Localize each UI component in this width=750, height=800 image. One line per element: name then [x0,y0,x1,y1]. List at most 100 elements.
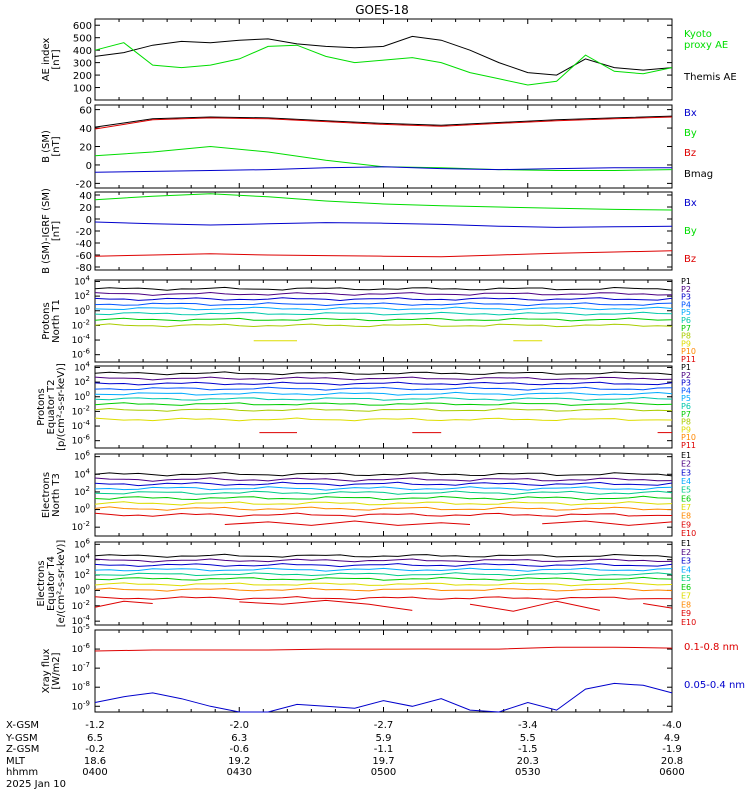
channel-legend-label: P10 [681,347,696,356]
channel-line [94,596,673,601]
y-axis-label: [p/(cm²-s-sr-keV)] [56,363,67,451]
y-tick-label: 200 [73,71,92,82]
channel-legend-label: P3 [681,293,691,302]
channel-legend-label: P3 [681,379,691,388]
y-tick-label: 10-2 [72,520,90,533]
channel-legend-label: P7 [681,410,691,419]
channel-legend-label: E4 [681,477,691,486]
y-tick-label: 10-2 [72,599,90,612]
y-tick-label: 106 [74,450,90,463]
channel-line [94,582,673,587]
ephemeris-value: 0430 [227,767,252,778]
y-axis-label: Electrons [41,472,52,518]
channel-line [94,486,673,491]
ephemeris-value: 19.2 [228,756,250,767]
series-line [94,116,673,130]
channel-legend-label: E3 [681,468,691,477]
ephemeris-row-label: MLT [6,756,26,767]
y-tick-label: -40 [76,239,92,250]
y-tick-label: 0 [86,161,92,172]
channel-legend-label: E10 [681,529,696,538]
y-axis-label: B (SM)-IGRF (SM) [41,188,52,274]
ephemeris-value: 0400 [82,767,107,778]
channel-line [94,567,673,572]
y-tick-exponent: 2 [86,375,90,383]
channel-line [94,396,673,401]
ephemeris-value: 20.3 [517,756,539,767]
channel-legend-label: P1 [681,363,691,372]
channel-line [94,572,673,577]
series-line [94,646,673,652]
series-legend-label: Kyoto [684,29,712,40]
y-tick-label: 10-4 [72,419,91,432]
y-axis-label: [nT] [51,49,62,69]
y-tick-label: 0 [86,96,92,107]
y-tick-label: 20 [79,203,92,214]
y-axis-label: Equator T2 [46,380,57,435]
ephemeris-value: 0530 [515,767,540,778]
channel-legend-label: P10 [681,433,696,442]
channel-legend-label: E2 [681,548,691,557]
ephemeris-row-label: Z-GSM [6,744,39,755]
y-tick-label: 400 [73,46,92,57]
channel-line [94,417,673,422]
y-tick-label: 100 [74,304,90,317]
y-tick-exponent: -5 [83,623,90,631]
channel-legend-label: E8 [681,600,691,609]
y-axis-label: [e/(cm²-s-sr-keV)] [56,540,67,628]
y-axis-label: Equator T4 [46,556,57,611]
channel-line [94,381,673,386]
y-tick-exponent: -8 [83,680,90,688]
y-tick-label: 10-6 [72,434,91,447]
channel-legend-label: P1 [681,277,691,286]
series-legend-label: Bz [684,254,696,265]
channel-legend-label: P6 [681,402,691,411]
ephemeris-row-label: Y-GSM [5,733,38,744]
channel-legend-label: P5 [681,394,691,403]
channel-legend-label: E2 [681,460,691,469]
y-tick-label: 0 [86,215,92,226]
ephemeris-value: -2.7 [374,720,394,731]
channel-legend-label: P8 [681,418,691,427]
y-axis-label: North T1 [51,299,62,343]
y-tick-exponent: 4 [86,360,91,368]
y-axis-label: Protons [36,388,47,425]
y-tick-label: 60 [79,106,92,117]
ephemeris-value: 0600 [659,767,684,778]
channel-fragment [542,520,673,526]
y-tick-label: 102 [74,289,90,302]
channel-legend-label: E3 [681,557,691,566]
y-tick-label: 106 [74,537,90,550]
channel-line [94,490,673,496]
y-tick-label: 40 [79,124,92,135]
y-tick-label: 104 [74,360,90,373]
y-axis-label: [nT] [51,136,62,156]
y-axis-label: [nT] [51,221,62,241]
y-axis-label: AE index [41,38,52,82]
channel-line [94,386,673,391]
y-tick-label: 500 [73,34,92,45]
channel-line [94,576,673,581]
y-tick-exponent: -9 [83,699,90,707]
y-tick-exponent: 6 [86,537,91,545]
y-tick-exponent: -6 [83,434,91,442]
series-legend-label: 0.1-0.8 nm [684,642,739,653]
y-tick-exponent: -4 [83,614,91,622]
y-tick-label: -20 [76,179,92,190]
y-tick-label: 40 [79,191,92,202]
ephemeris-row-label: hhmm [6,767,38,778]
series-line [94,42,673,86]
ephemeris-value: -1.1 [374,744,394,755]
channel-line [94,512,673,518]
channel-legend-label: P4 [681,386,691,395]
channel-legend-label: P2 [681,285,691,294]
series-legend-label: Bx [684,108,697,119]
channel-line [94,495,673,501]
channel-legend-label: E9 [681,520,691,529]
ephemeris-value: -1.9 [662,744,682,755]
series-legend-label: proxy AE [684,40,728,51]
